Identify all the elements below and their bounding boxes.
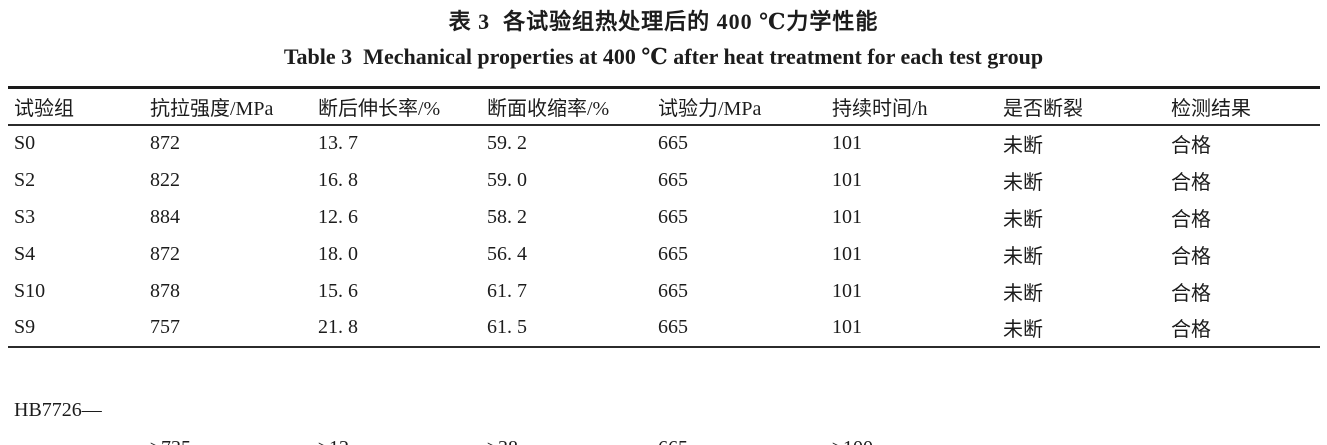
table-cell: S2 [14,168,36,191]
column-header-inspection-result: 检测结果 [1171,97,1251,120]
table-cell: 665 [658,205,688,228]
table-cell: 合格 [1171,208,1211,231]
table-cell: 合格 [1171,171,1211,194]
table-cell: ≥735 [144,347,312,445]
table-cell: S3 [14,205,36,228]
spec-label-line1: HB7726— [14,398,102,421]
table-cell: 101 [832,205,862,228]
table-cell: S9 [14,316,36,338]
table-cell: 合格 [1171,282,1211,305]
table-cell: 101 [832,279,862,302]
table-title-en: Table 3 Mechanical properties at 400 ℃ a… [283,44,1044,69]
table-cell: S0 [14,132,36,154]
mechanical-properties-table: 试验组 抗拉强度/MPa 断后伸长率/% 断面收缩率/% 试验力/MPa 持续时… [8,86,1320,445]
table-cell: 101 [832,316,862,338]
table-cell: 12. 6 [318,205,358,228]
table-cell: ≥12 [312,347,481,445]
table-cell: 665 [652,347,826,445]
table-row-s9: S9 757 21. 8 61. 5 665 101 未断 合格 [8,310,1320,347]
table-cell: 13. 7 [318,132,358,154]
table-title-zh: 表 3 各试验组热处理后的 400 ℃力学性能 [448,9,879,34]
column-header-reduction-of-area: 断面收缩率/% [487,97,610,120]
table-cell: 56. 4 [487,242,527,265]
table-cell: 合格 [1171,245,1211,268]
table-row-s4: S4 872 18. 0 56. 4 665 101 未断 合格 [8,236,1320,273]
table-cell: S4 [14,242,36,265]
table-cell: 未断 [1003,245,1043,268]
table-cell: 872 [150,132,180,154]
table-cell: 884 [150,205,180,228]
column-header-fracture-status: 是否断裂 [1003,97,1083,120]
table-cell: 59. 2 [487,132,527,154]
table-cell: 61. 5 [487,316,527,338]
table-cell: 未断 [1003,319,1043,341]
table-cell: 822 [150,168,180,191]
table-row-s0: S0 872 13. 7 59. 2 665 101 未断 合格 [8,125,1320,162]
column-header-tensile-strength: 抗拉强度/MPa [150,97,274,120]
column-header-elongation: 断后伸长率/% [318,97,441,120]
table-row-s2: S2 822 16. 8 59. 0 665 101 未断 合格 [8,162,1320,199]
table-cell: — [997,347,1165,445]
table-cell: 15. 6 [318,279,358,302]
table-cell: 665 [658,132,688,154]
table-cell: 未断 [1003,135,1043,157]
column-header-duration: 持续时间/h [832,97,928,120]
header-row: 试验组 抗拉强度/MPa 断后伸长率/% 断面收缩率/% 试验力/MPa 持续时… [8,88,1320,125]
table-cell: ≥38 [481,347,652,445]
table-row-spec-requirement: HB7726— 2002 要求 ≥735 ≥12 ≥38 665 ≥100 — … [8,346,1320,445]
table-cell: ≥100 [826,347,997,445]
table-cell: 878 [150,279,180,302]
table-cell: 665 [658,168,688,191]
column-header-test-group: 试验组 [14,97,74,120]
table-cell: 18. 0 [318,242,358,265]
table-row-s10: S10 878 15. 6 61. 7 665 101 未断 合格 [8,273,1320,310]
table-cell: 665 [658,242,688,265]
column-header-test-force: 试验力/MPa [658,97,762,120]
table-cell: 合格 [1171,319,1211,341]
table-cell: 757 [150,316,180,338]
table-cell: 21. 8 [318,316,358,338]
table-cell: 101 [832,242,862,265]
table-cell: 872 [150,242,180,265]
table-cell: 665 [658,279,688,302]
table-cell: 101 [832,168,862,191]
table-cell: 16. 8 [318,168,358,191]
table-cell: 58. 2 [487,205,527,228]
table-cell: 未断 [1003,208,1043,231]
table-cell: S10 [14,279,46,302]
table-cell: 101 [832,132,862,154]
table-cell: 未断 [1003,171,1043,194]
table-cell: 未断 [1003,282,1043,305]
table-cell: 合格 [1171,135,1211,157]
spec-requirement-label: HB7726— 2002 要求 [8,347,144,445]
table-cell: 61. 7 [487,279,527,302]
table-cell: 59. 0 [487,168,527,191]
table-cell: 665 [658,316,688,338]
table-row-s3: S3 884 12. 6 58. 2 665 101 未断 合格 [8,199,1320,236]
table-cell: — [1165,347,1320,445]
